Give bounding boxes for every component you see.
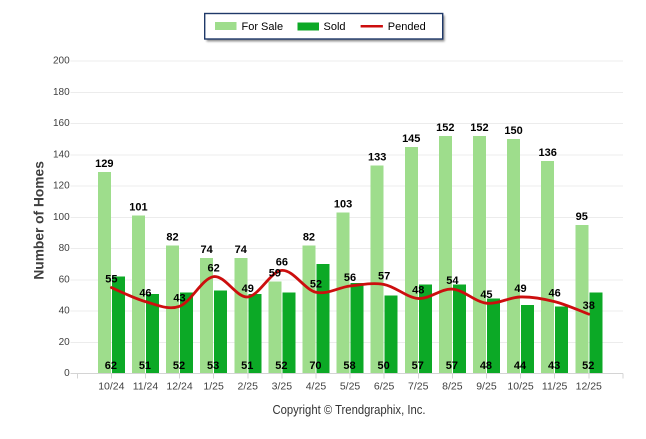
svg-text:101: 101	[129, 202, 147, 214]
svg-text:152: 152	[436, 122, 454, 134]
svg-text:45: 45	[480, 289, 492, 301]
svg-text:20: 20	[59, 337, 71, 348]
svg-text:52: 52	[310, 278, 322, 290]
svg-text:82: 82	[166, 231, 178, 243]
svg-text:8/25: 8/25	[442, 380, 463, 392]
svg-text:For Sale: For Sale	[242, 21, 284, 33]
svg-text:200: 200	[53, 56, 70, 67]
svg-text:150: 150	[504, 125, 522, 137]
svg-text:46: 46	[549, 288, 561, 300]
svg-text:52: 52	[275, 360, 287, 372]
svg-text:3/25: 3/25	[272, 380, 293, 392]
svg-text:53: 53	[207, 360, 219, 372]
svg-text:103: 103	[334, 199, 352, 211]
svg-text:133: 133	[368, 152, 386, 164]
svg-text:38: 38	[583, 300, 595, 312]
svg-text:7/25: 7/25	[408, 380, 429, 392]
svg-text:43: 43	[548, 360, 560, 372]
svg-text:56: 56	[344, 272, 356, 284]
svg-text:12/24: 12/24	[166, 380, 192, 392]
svg-text:43: 43	[173, 292, 185, 304]
svg-text:Sold: Sold	[324, 21, 346, 33]
svg-text:48: 48	[480, 360, 492, 372]
svg-text:160: 160	[53, 118, 70, 129]
svg-text:55: 55	[105, 274, 117, 286]
svg-text:70: 70	[309, 360, 321, 372]
svg-text:95: 95	[576, 211, 588, 223]
svg-text:0: 0	[64, 368, 70, 379]
svg-text:49: 49	[242, 283, 254, 295]
svg-text:180: 180	[53, 87, 70, 98]
svg-text:74: 74	[201, 244, 214, 256]
svg-text:1/25: 1/25	[203, 380, 224, 392]
svg-text:136: 136	[538, 147, 556, 159]
svg-text:62: 62	[208, 263, 220, 275]
svg-text:49: 49	[514, 283, 526, 295]
svg-text:100: 100	[53, 212, 70, 223]
svg-text:145: 145	[402, 133, 420, 145]
svg-text:11/25: 11/25	[542, 380, 568, 392]
svg-text:2/25: 2/25	[238, 380, 259, 392]
svg-text:Number of Homes: Number of Homes	[31, 161, 47, 280]
svg-text:58: 58	[343, 360, 355, 372]
svg-text:82: 82	[303, 231, 315, 243]
svg-text:129: 129	[95, 158, 113, 170]
svg-text:4/25: 4/25	[306, 380, 327, 392]
svg-text:152: 152	[470, 122, 488, 134]
svg-text:44: 44	[514, 360, 527, 372]
svg-text:80: 80	[59, 243, 71, 254]
svg-text:50: 50	[378, 360, 390, 372]
svg-text:9/25: 9/25	[476, 380, 497, 392]
svg-text:Copyright © Trendgraphix, Inc.: Copyright © Trendgraphix, Inc.	[273, 403, 426, 417]
svg-text:12/25: 12/25	[576, 380, 602, 392]
svg-text:48: 48	[412, 285, 424, 297]
svg-text:5/25: 5/25	[340, 380, 361, 392]
svg-text:59: 59	[269, 267, 281, 279]
svg-text:140: 140	[53, 149, 70, 160]
svg-text:60: 60	[59, 274, 71, 285]
svg-text:10/25: 10/25	[507, 380, 533, 392]
svg-text:52: 52	[173, 360, 185, 372]
svg-text:51: 51	[139, 360, 151, 372]
svg-text:57: 57	[378, 270, 390, 282]
svg-text:51: 51	[241, 360, 253, 372]
svg-text:120: 120	[53, 181, 70, 192]
svg-text:6/25: 6/25	[374, 380, 395, 392]
svg-text:66: 66	[276, 256, 288, 268]
svg-text:62: 62	[105, 360, 117, 372]
svg-text:57: 57	[446, 360, 458, 372]
svg-text:40: 40	[59, 306, 71, 317]
svg-text:52: 52	[582, 360, 594, 372]
svg-text:10/24: 10/24	[98, 380, 124, 392]
svg-text:11/24: 11/24	[133, 380, 159, 392]
svg-text:74: 74	[235, 244, 248, 256]
svg-text:54: 54	[446, 275, 459, 287]
svg-text:Pended: Pended	[388, 21, 426, 33]
svg-text:57: 57	[412, 360, 424, 372]
svg-text:46: 46	[139, 288, 151, 300]
